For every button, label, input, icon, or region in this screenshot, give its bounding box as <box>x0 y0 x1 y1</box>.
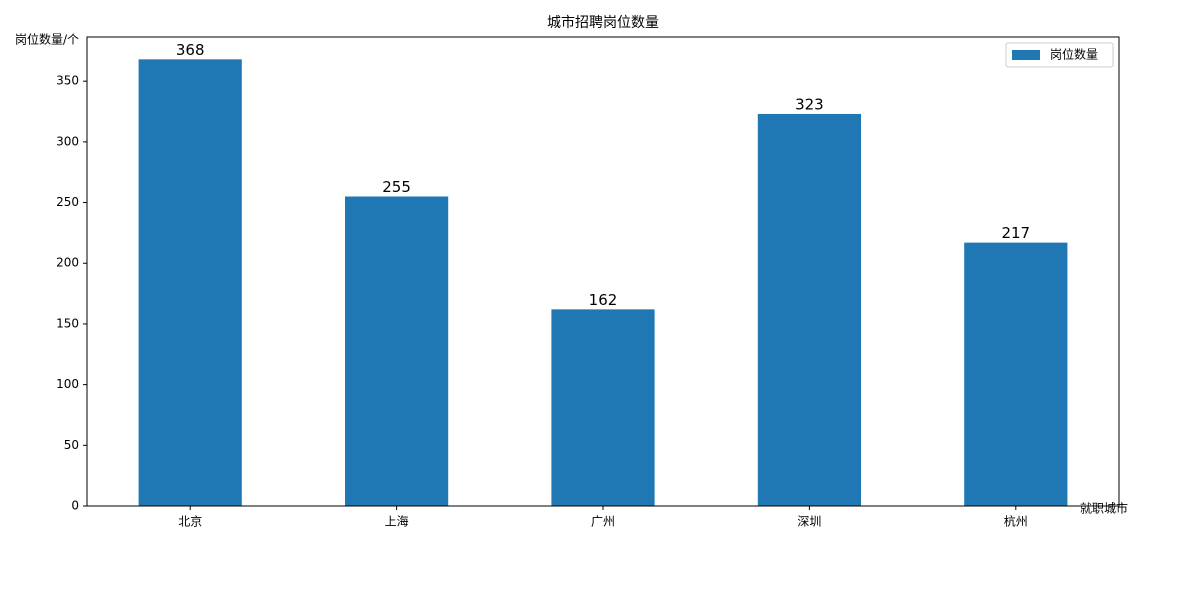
data-label: 323 <box>795 95 824 113</box>
bar <box>551 309 655 506</box>
x-axis-label: 就职城市 <box>1080 501 1128 516</box>
y-tick-label: 150 <box>56 316 79 330</box>
data-label: 255 <box>382 178 411 196</box>
legend-swatch <box>1012 50 1040 60</box>
y-axis-label: 岗位数量/个 <box>15 32 79 47</box>
x-tick-label: 深圳 <box>797 515 821 529</box>
y-tick-label: 350 <box>56 74 79 88</box>
legend-label: 岗位数量 <box>1050 47 1098 62</box>
data-label: 217 <box>1001 224 1030 242</box>
plot-frame <box>86 36 1120 507</box>
bar <box>138 59 242 506</box>
bar <box>345 196 449 506</box>
x-tick-label: 杭州 <box>1004 514 1028 529</box>
x-tick-label: 北京 <box>178 515 202 529</box>
bar <box>964 242 1068 507</box>
x-tick-label: 上海 <box>385 514 409 529</box>
y-tick-label: 100 <box>56 377 79 391</box>
y-tick-label: 0 <box>71 499 79 513</box>
y-tick-label: 250 <box>56 195 79 209</box>
y-tick-label: 200 <box>56 256 79 270</box>
y-tick-label: 300 <box>56 134 79 148</box>
y-tick-label: 50 <box>64 438 79 452</box>
data-label: 368 <box>176 41 205 59</box>
bar <box>757 113 861 507</box>
chart-title: 城市招聘岗位数量 <box>547 14 659 31</box>
legend-box <box>1005 42 1114 68</box>
data-label: 162 <box>589 291 618 309</box>
x-tick-label: 广州 <box>591 515 615 529</box>
